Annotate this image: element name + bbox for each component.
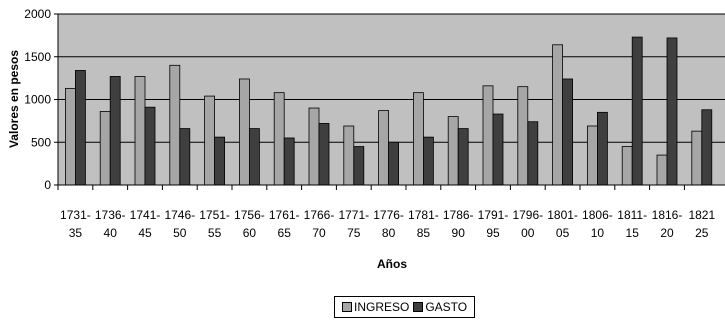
legend-item-ingreso: INGRESO <box>342 300 409 314</box>
legend: INGRESO GASTO <box>334 296 476 318</box>
x-tick-label-line1: 1811- <box>617 208 647 222</box>
bar-gasto <box>109 76 121 186</box>
bar-ingreso <box>134 76 146 186</box>
bar-ingreso <box>656 154 668 186</box>
bar-gasto <box>457 128 469 186</box>
x-axis: 1731- 35 1736- 40 1741- 45 1746- 50 1751- 55 1756-… <box>57 184 725 240</box>
bars <box>65 36 713 186</box>
x-tick-label-line2: 55 <box>208 226 222 240</box>
bar-gasto <box>248 128 260 186</box>
y-axis-title: Valores en pesos <box>7 50 21 148</box>
x-axis-title: Años <box>377 257 407 271</box>
bar-ingreso <box>691 130 703 186</box>
bar-ingreso <box>412 92 424 186</box>
bar-ingreso <box>482 85 494 186</box>
x-tick-label-line1: 1746- <box>164 208 195 222</box>
bar-ingreso <box>447 116 459 186</box>
legend-swatch-ingreso <box>342 302 352 312</box>
x-tick-label-line1: 1766- <box>304 208 335 222</box>
bar-ingreso <box>238 78 250 186</box>
legend-label-gasto: GASTO <box>425 300 468 314</box>
bar-ingreso <box>552 44 563 186</box>
x-tick-label-line1: 1756- <box>234 208 265 222</box>
bar-gasto <box>283 137 295 186</box>
bar-gasto <box>666 37 678 186</box>
bar-ingreso <box>587 125 598 186</box>
bar-gasto <box>631 36 643 186</box>
bar-gasto <box>388 141 400 186</box>
bar-gasto <box>353 146 365 186</box>
x-tick-label-line1: 1731- <box>60 208 91 222</box>
x-tick-label-line2: 35 <box>69 226 83 240</box>
x-tick-label-line1: 1791- <box>478 208 509 222</box>
x-tick-label-line2: 95 <box>486 226 500 240</box>
bar-ingreso <box>343 125 355 186</box>
bar-ingreso <box>308 107 320 186</box>
bar-gasto <box>597 111 608 186</box>
x-tick-label-line2: 45 <box>138 226 152 240</box>
y-tick-label: 500 <box>31 135 51 149</box>
bar-ingreso <box>169 64 181 186</box>
x-tick-label-line2: 10 <box>591 226 605 240</box>
y-tick-label: 1000 <box>24 93 51 107</box>
x-tick-label-line2: 75 <box>347 226 361 240</box>
legend-label-ingreso: INGRESO <box>354 300 410 314</box>
bar-gasto <box>318 123 330 186</box>
y-tick-label: 0 <box>44 178 51 192</box>
x-tick-label-line1: 1761- <box>269 208 300 222</box>
bar-gasto <box>214 136 226 186</box>
bar-ingreso <box>621 146 633 186</box>
bar-gasto <box>701 109 713 186</box>
x-tick-label-line2: 70 <box>312 226 326 240</box>
y-tick-label: 1500 <box>24 50 51 64</box>
bar-gasto <box>179 128 191 186</box>
bar-gasto <box>75 70 86 186</box>
x-tick-label-line2: 00 <box>521 226 535 240</box>
x-tick-label-line1: 1741- <box>130 208 161 222</box>
legend-swatch-gasto <box>413 302 424 312</box>
bar-ingreso <box>517 86 529 186</box>
x-tick-label-line1: 1786- <box>443 208 474 222</box>
x-tick-label-line2: 20 <box>660 226 674 240</box>
x-tick-label-line1: 1736- <box>95 208 126 222</box>
x-tick-label-line1: 1816- <box>652 208 683 222</box>
x-tick-label-line1: 1806- <box>582 208 613 222</box>
x-tick-label-line1: 1771- <box>338 208 369 222</box>
x-tick-label-line2: 85 <box>417 226 431 240</box>
x-tick-label-line2: 05 <box>556 226 570 240</box>
x-tick-label-line1: 1781- <box>408 208 439 222</box>
bar-gasto <box>562 78 573 186</box>
x-tick-label-line1: 1801- <box>547 208 578 222</box>
bar-ingreso <box>204 95 216 186</box>
x-tick-label-line2: 15 <box>626 226 640 240</box>
bar-gasto <box>527 121 539 186</box>
bar-gasto <box>492 113 504 186</box>
x-tick-label-line1: 1821 <box>688 208 715 222</box>
legend-item-gasto: GASTO <box>413 300 467 314</box>
x-tick-label-line2: 80 <box>382 226 396 240</box>
bar-gasto <box>144 106 156 186</box>
bar-gasto <box>422 136 434 186</box>
x-tick-label-line2: 90 <box>452 226 466 240</box>
x-tick-label-line2: 25 <box>695 226 709 240</box>
x-tick-label-line2: 50 <box>173 226 187 240</box>
bar-ingreso <box>99 111 111 186</box>
gridlines <box>58 13 725 143</box>
y-tick-label: 2000 <box>24 7 51 21</box>
bar-ingreso <box>378 110 390 186</box>
x-tick-label-line2: 65 <box>278 226 292 240</box>
x-tick-label-line1: 1751- <box>199 208 230 222</box>
x-tick-label-line2: 60 <box>243 226 257 240</box>
bar-ingreso <box>65 87 76 186</box>
y-axis: 0 500 1000 1500 2000 <box>24 7 59 192</box>
x-tick-label-line1: 1776- <box>373 208 404 222</box>
x-tick-label-line1: 1796- <box>512 208 543 222</box>
bar-ingreso <box>273 92 285 186</box>
x-tick-label-line2: 40 <box>104 226 118 240</box>
